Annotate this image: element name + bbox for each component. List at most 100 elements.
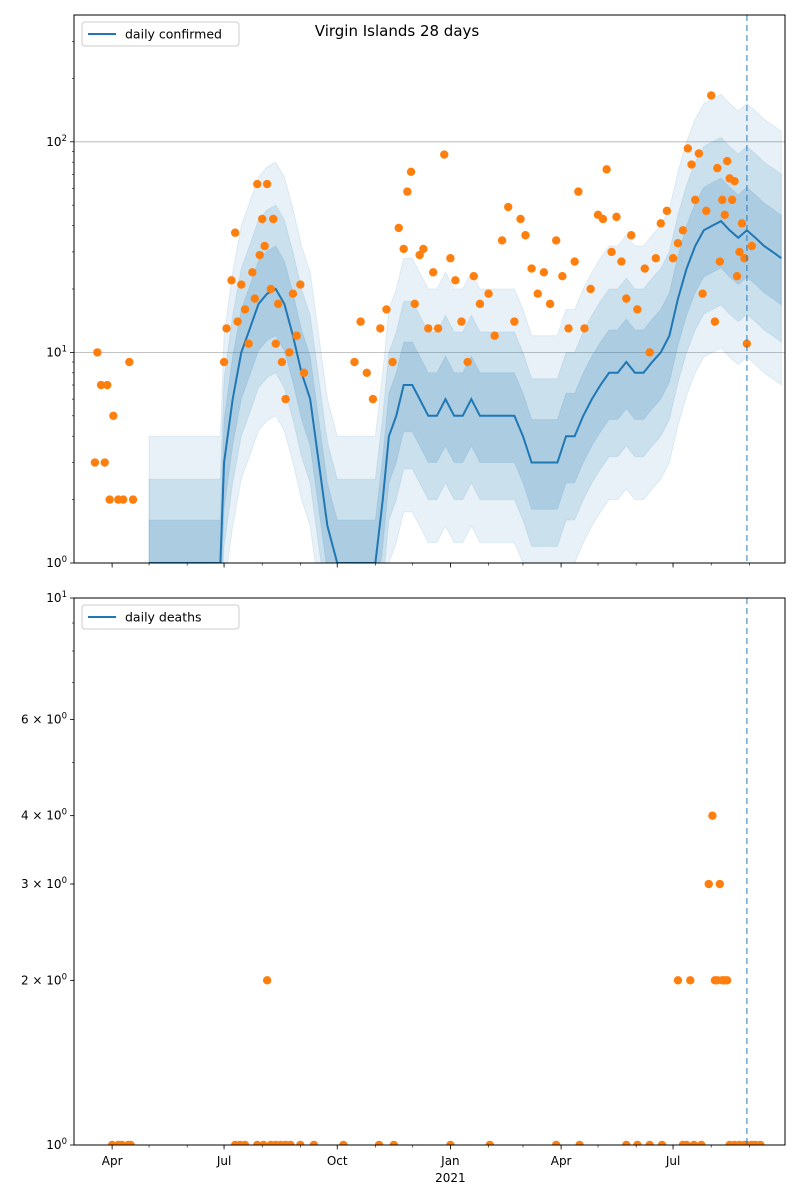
data-point [747,241,756,251]
data-point [259,1140,268,1145]
data-point [575,1140,584,1145]
data-point [376,324,385,333]
plot-frame [73,14,786,564]
data-point [419,244,428,254]
confidence-band [148,93,782,563]
data-point [244,339,253,348]
data-point [277,357,287,367]
data-point [286,1140,295,1145]
x-year-label: 2021 [435,1171,466,1185]
y-tick-base: 10 [46,135,61,149]
data-point [527,264,536,273]
data-point [126,1140,135,1145]
y-tick-label: 4 × 100 [21,808,67,823]
data-point [564,324,573,333]
data-point [271,339,280,348]
legend-box [81,604,240,630]
data-point [399,244,408,254]
data-point [691,195,700,205]
data-point [602,165,611,174]
data-point [368,394,378,404]
y-tick-base: 10 [46,809,61,823]
data-point [722,976,732,985]
data-point [415,250,424,260]
data-point [463,357,472,367]
data-point [227,276,236,285]
data-point [683,144,693,153]
data-point [545,299,555,309]
y-tick-exponent: 0 [62,808,67,818]
data-point [96,380,106,390]
data-point [233,317,242,326]
data-point [222,324,231,333]
y-tick-base: 10 [46,591,61,605]
y-tick-label: 102 [46,134,67,149]
data-point [105,495,114,504]
data-point [742,339,752,348]
data-point [720,210,729,220]
data-point [727,195,737,205]
y-tick-exponent: 1 [62,344,67,354]
data-point [668,254,678,263]
y-tick-exponent: 1 [62,590,67,600]
y-tick-exponent: 0 [62,972,67,982]
data-point [128,495,138,504]
data-point [607,247,616,257]
data-point [715,879,725,889]
data-point [90,458,100,467]
x-tick-label: Oct [327,1154,348,1168]
y-tick-base: 10 [46,712,61,726]
y-tick-exponent: 0 [62,711,67,721]
y-tick-label: 101 [46,344,67,359]
data-point [440,150,449,159]
data-point [469,272,478,281]
data-point [374,1140,384,1145]
data-point [708,811,717,820]
data-point [612,212,621,222]
data-point [403,187,412,196]
y-tick-prefix: 4 × [21,809,46,823]
data-point [689,1140,699,1145]
data-point [686,976,695,985]
data-point [389,1140,399,1145]
data-point [119,495,128,504]
data-point [250,294,260,303]
x-tick-label: Apr [102,1154,123,1168]
data-point [673,238,683,248]
y-tick-base: 10 [46,877,61,891]
data-point [288,289,298,298]
data-point [255,250,264,260]
y-tick-base: 10 [46,345,61,359]
y-tick-exponent: 0 [62,876,67,886]
data-point [697,1140,706,1145]
data-point [730,176,739,186]
data-point [640,264,649,273]
x-tick-label: Jan [440,1154,460,1168]
data-point [362,368,371,378]
data-point [558,272,567,281]
data-point [732,272,742,281]
data-point [737,219,747,228]
data-point [756,1140,765,1145]
data-point [309,1140,319,1145]
data-point [406,167,416,177]
data-point [125,357,134,367]
data-point [698,289,707,298]
data-point [504,202,513,212]
data-point [682,1140,691,1145]
data-point [622,1140,631,1145]
legend-box [81,21,240,47]
y-tick-label: 100 [46,1137,67,1152]
data-point [457,317,466,326]
data-point [627,231,636,240]
data-point [451,276,460,285]
data-point [237,280,246,289]
data-point [260,241,269,251]
legend-label: daily deaths [125,610,202,625]
y-tick-exponent: 0 [62,1137,67,1147]
data-point [296,1140,305,1145]
data-point [722,156,732,166]
data-point [651,254,661,263]
